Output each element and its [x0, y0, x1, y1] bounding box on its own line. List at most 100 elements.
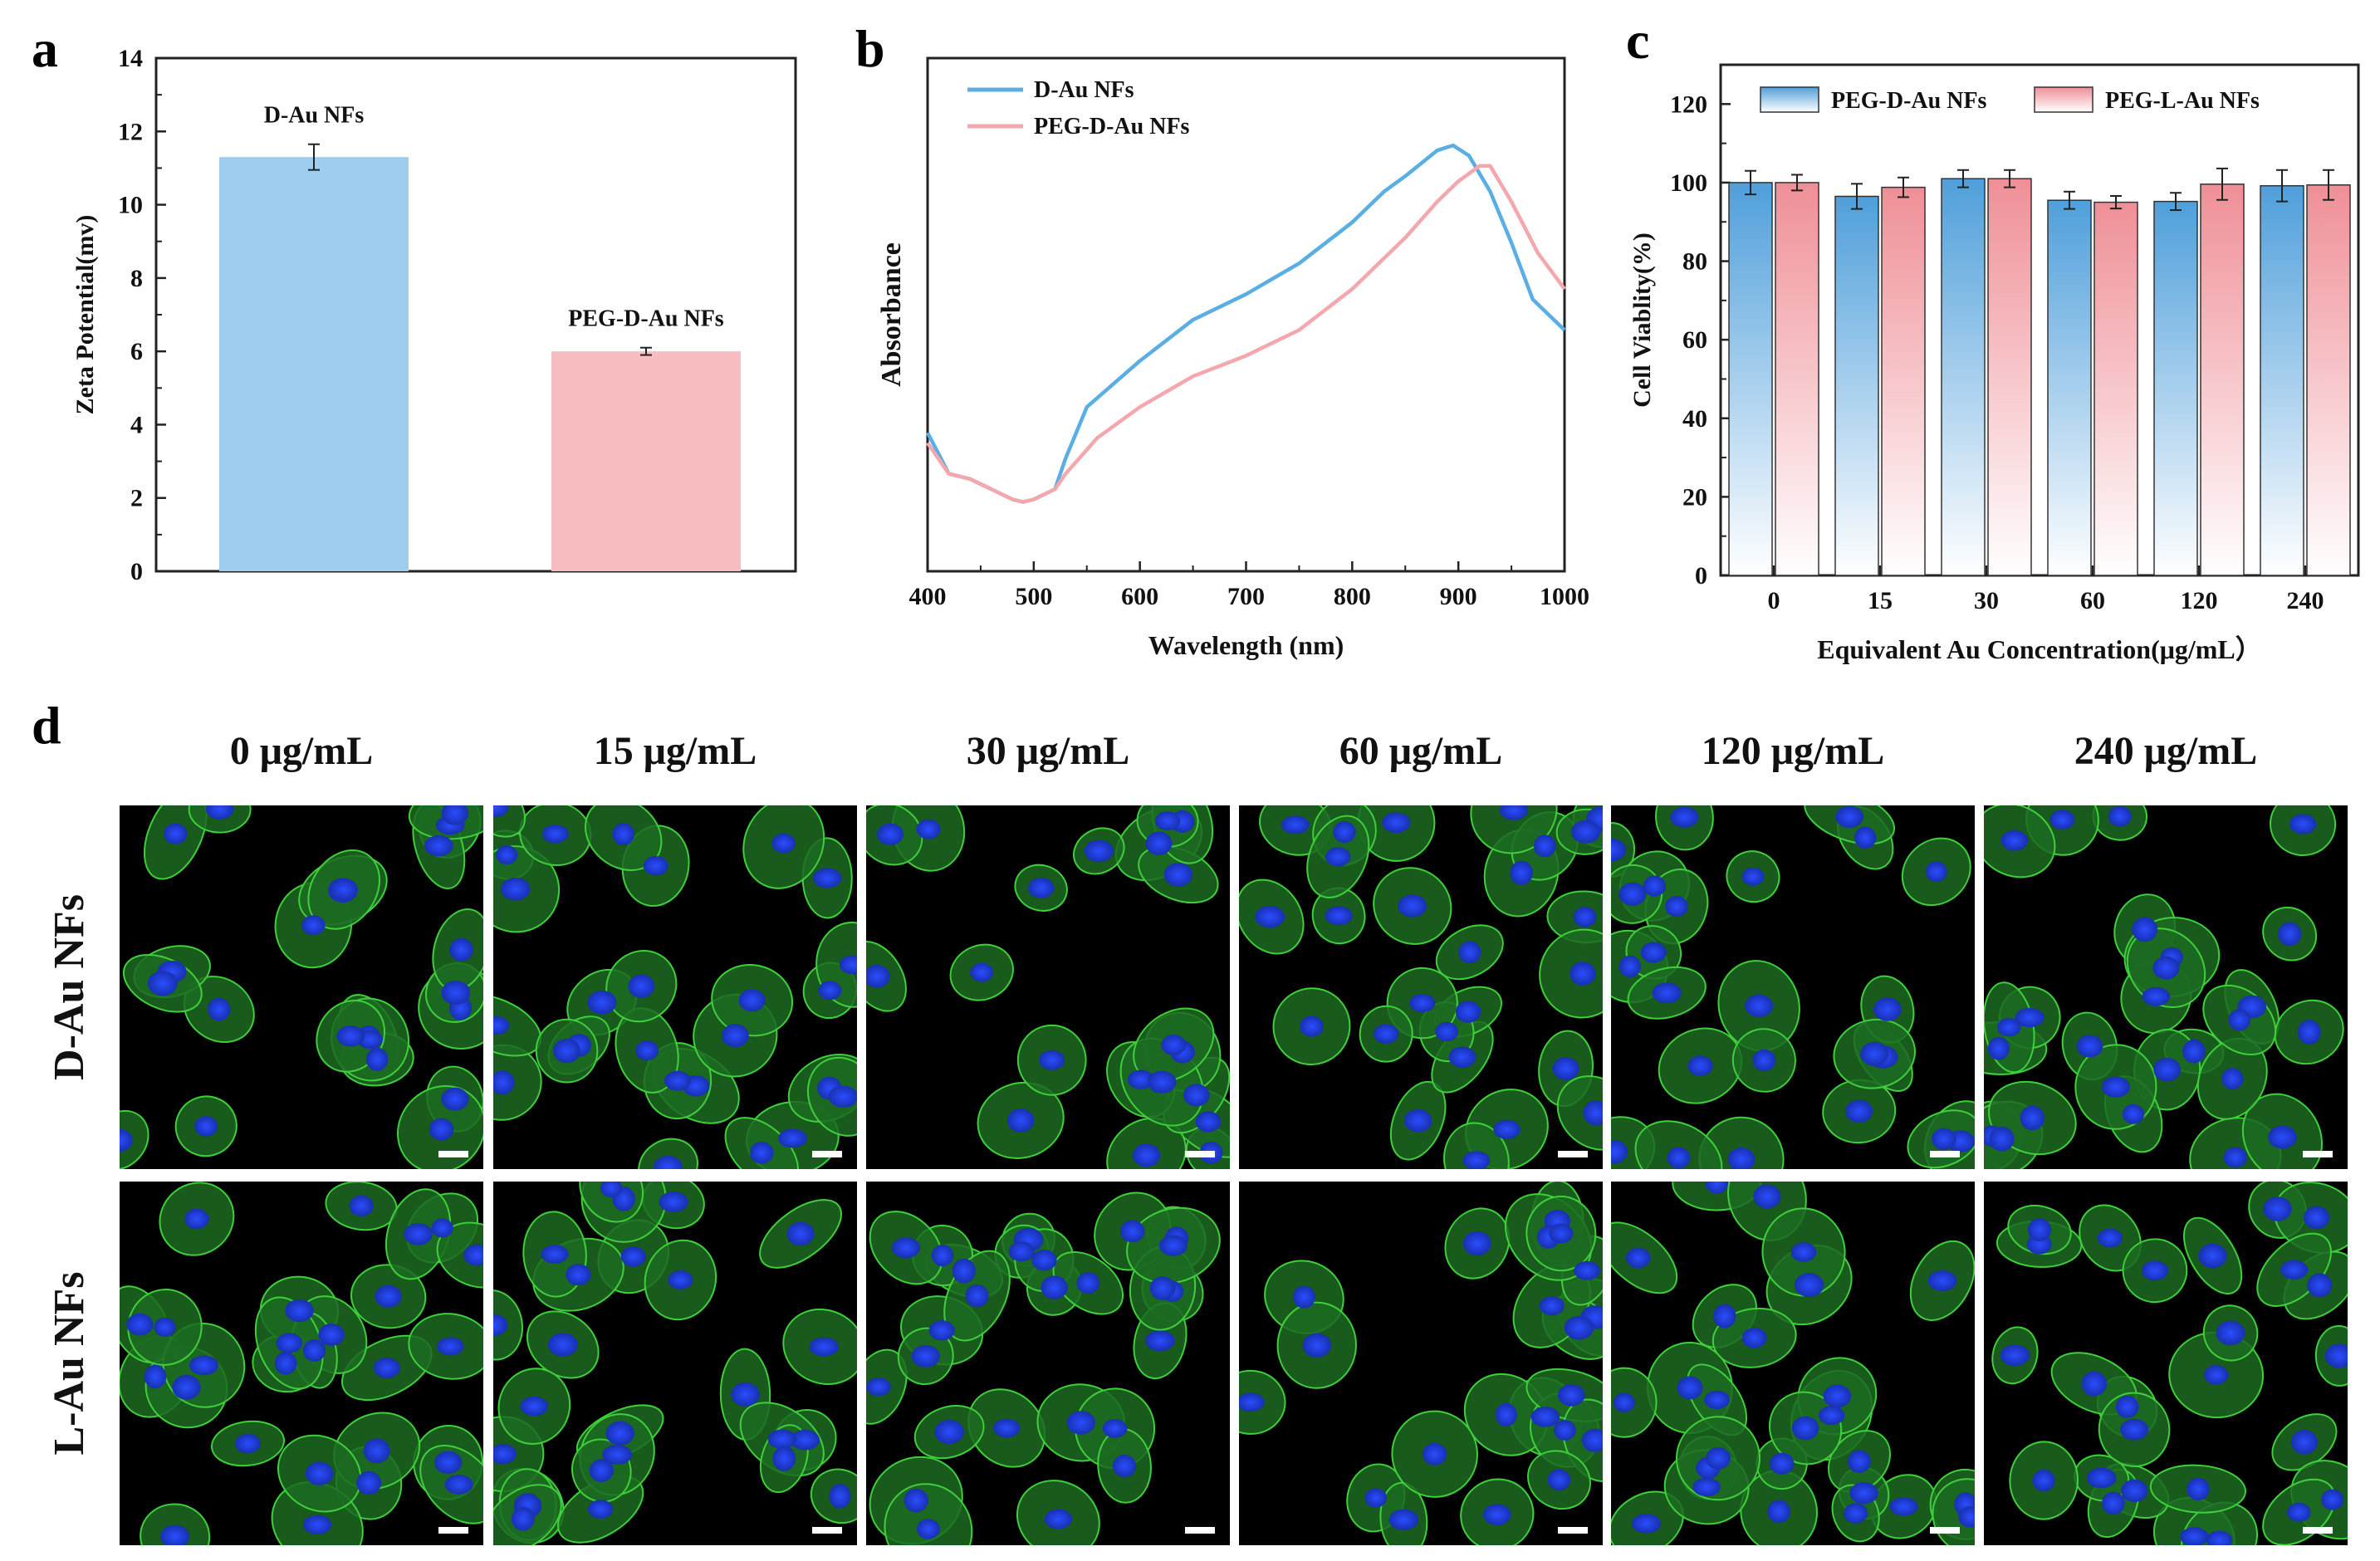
nucleus: [303, 1515, 332, 1535]
nucleus: [1147, 1070, 1177, 1094]
nucleus: [1364, 1488, 1388, 1508]
nucleus: [1794, 1272, 1824, 1298]
x-tick-label: 0: [1768, 587, 1780, 614]
nucleus: [1665, 896, 1688, 918]
nucleus: [444, 1475, 473, 1495]
bar-peg-d-au-nfs: [2260, 184, 2304, 576]
y-tick-label: 0: [130, 558, 143, 585]
nucleus: [917, 1519, 940, 1539]
nucleus: [194, 1116, 218, 1137]
nucleus: [1333, 821, 1356, 843]
cell-layer: [1239, 805, 1603, 1169]
nucleus: [1325, 847, 1351, 867]
cell-layer: [1239, 1182, 1603, 1545]
nucleus: [1611, 838, 1627, 862]
nucleus: [772, 1446, 796, 1471]
nucleus: [1195, 1111, 1222, 1133]
nucleus: [330, 878, 358, 901]
nucleus: [2187, 1477, 2210, 1500]
nucleus: [2108, 805, 2132, 827]
nucleus: [1640, 942, 1667, 963]
nucleus: [126, 1313, 154, 1336]
nucleus: [1155, 811, 1181, 831]
nucleus: [654, 1155, 683, 1169]
nucleus: [496, 845, 518, 865]
scale-bar: [1185, 1527, 1215, 1534]
row-label: D-Au NFs: [46, 894, 93, 1080]
micrograph-tile: [1239, 1182, 1603, 1545]
nucleus: [635, 1040, 659, 1060]
nucleus: [2263, 1196, 2292, 1221]
nucleus: [1791, 1416, 1819, 1441]
nucleus: [2321, 1489, 2344, 1510]
nucleus: [349, 1195, 374, 1216]
concentration-label: 15 μg/mL: [594, 729, 757, 773]
nucleus: [1031, 1250, 1057, 1271]
series-line-peg-d-au-nfs: [926, 164, 1566, 504]
concentration-label: 0 μg/mL: [230, 729, 374, 773]
nucleus: [1530, 1407, 1560, 1427]
nucleus: [541, 1245, 569, 1264]
cell-layer: [493, 1182, 857, 1545]
nucleus: [587, 990, 617, 1015]
concentration-label: 240 μg/mL: [2074, 729, 2258, 773]
nucleus: [1149, 1276, 1176, 1300]
nucleus: [441, 805, 469, 825]
nucleus: [463, 1244, 483, 1266]
x-tick-label: 120: [2181, 587, 2218, 614]
legend-swatch: [2034, 86, 2094, 113]
nucleus: [1611, 1140, 1628, 1164]
panel-label-b: b: [855, 19, 885, 78]
bar-peg-l-au-nfs: [2094, 201, 2138, 576]
nucleus: [2000, 1344, 2030, 1367]
nucleus: [778, 1128, 807, 1148]
scale-bar: [1185, 1151, 1215, 1157]
nucleus: [809, 1337, 840, 1357]
nucleus: [916, 819, 941, 839]
bar-peg-l-au-nfs: [1775, 182, 1819, 576]
nucleus: [2076, 1035, 2103, 1058]
nucleus: [184, 1208, 209, 1230]
nucleus: [1996, 1018, 2021, 1037]
nucleus: [839, 955, 857, 975]
nucleus: [931, 1244, 954, 1267]
cell-layer: [120, 1182, 483, 1545]
nucleus: [928, 1320, 955, 1341]
nucleus: [818, 981, 842, 1001]
nucleus: [1752, 1049, 1776, 1072]
scale-bar: [1558, 1151, 1588, 1157]
nucleus: [336, 1025, 365, 1047]
nucleus: [2182, 1039, 2206, 1064]
x-tick-label: 500: [1015, 583, 1052, 610]
y-tick-label: 20: [1682, 483, 1707, 511]
x-tick-label: 1000: [1540, 583, 1589, 610]
nucleus: [2153, 1057, 2181, 1082]
nucleus: [1769, 1452, 1795, 1475]
nucleus: [600, 1182, 623, 1198]
nucleus: [2204, 1365, 2229, 1385]
nucleus: [302, 1339, 326, 1362]
nucleus: [365, 1047, 389, 1071]
cell-layer: [1991, 1182, 2348, 1545]
nucleus: [441, 981, 471, 1005]
nucleus: [812, 868, 842, 888]
nucleus: [1292, 1285, 1315, 1309]
nucleus: [1573, 906, 1597, 927]
nucleus: [154, 1317, 176, 1337]
nucleus: [1819, 1406, 1845, 1426]
nucleus: [791, 1429, 820, 1451]
nucleus: [356, 1470, 382, 1495]
nucleus: [305, 1461, 334, 1485]
nucleus: [1549, 1223, 1574, 1244]
nucleus: [721, 1024, 749, 1048]
nucleus: [1510, 860, 1533, 885]
plot-frame: [926, 56, 1566, 573]
nucleus: [1570, 962, 1596, 986]
nucleus: [541, 825, 569, 844]
nucleus: [1183, 1084, 1210, 1107]
nucleus: [363, 1438, 390, 1464]
nucleus: [1076, 1272, 1100, 1294]
nucleus: [164, 823, 188, 844]
nucleus: [205, 805, 234, 820]
x-axis-label: Wavelength (nm): [1148, 630, 1344, 660]
